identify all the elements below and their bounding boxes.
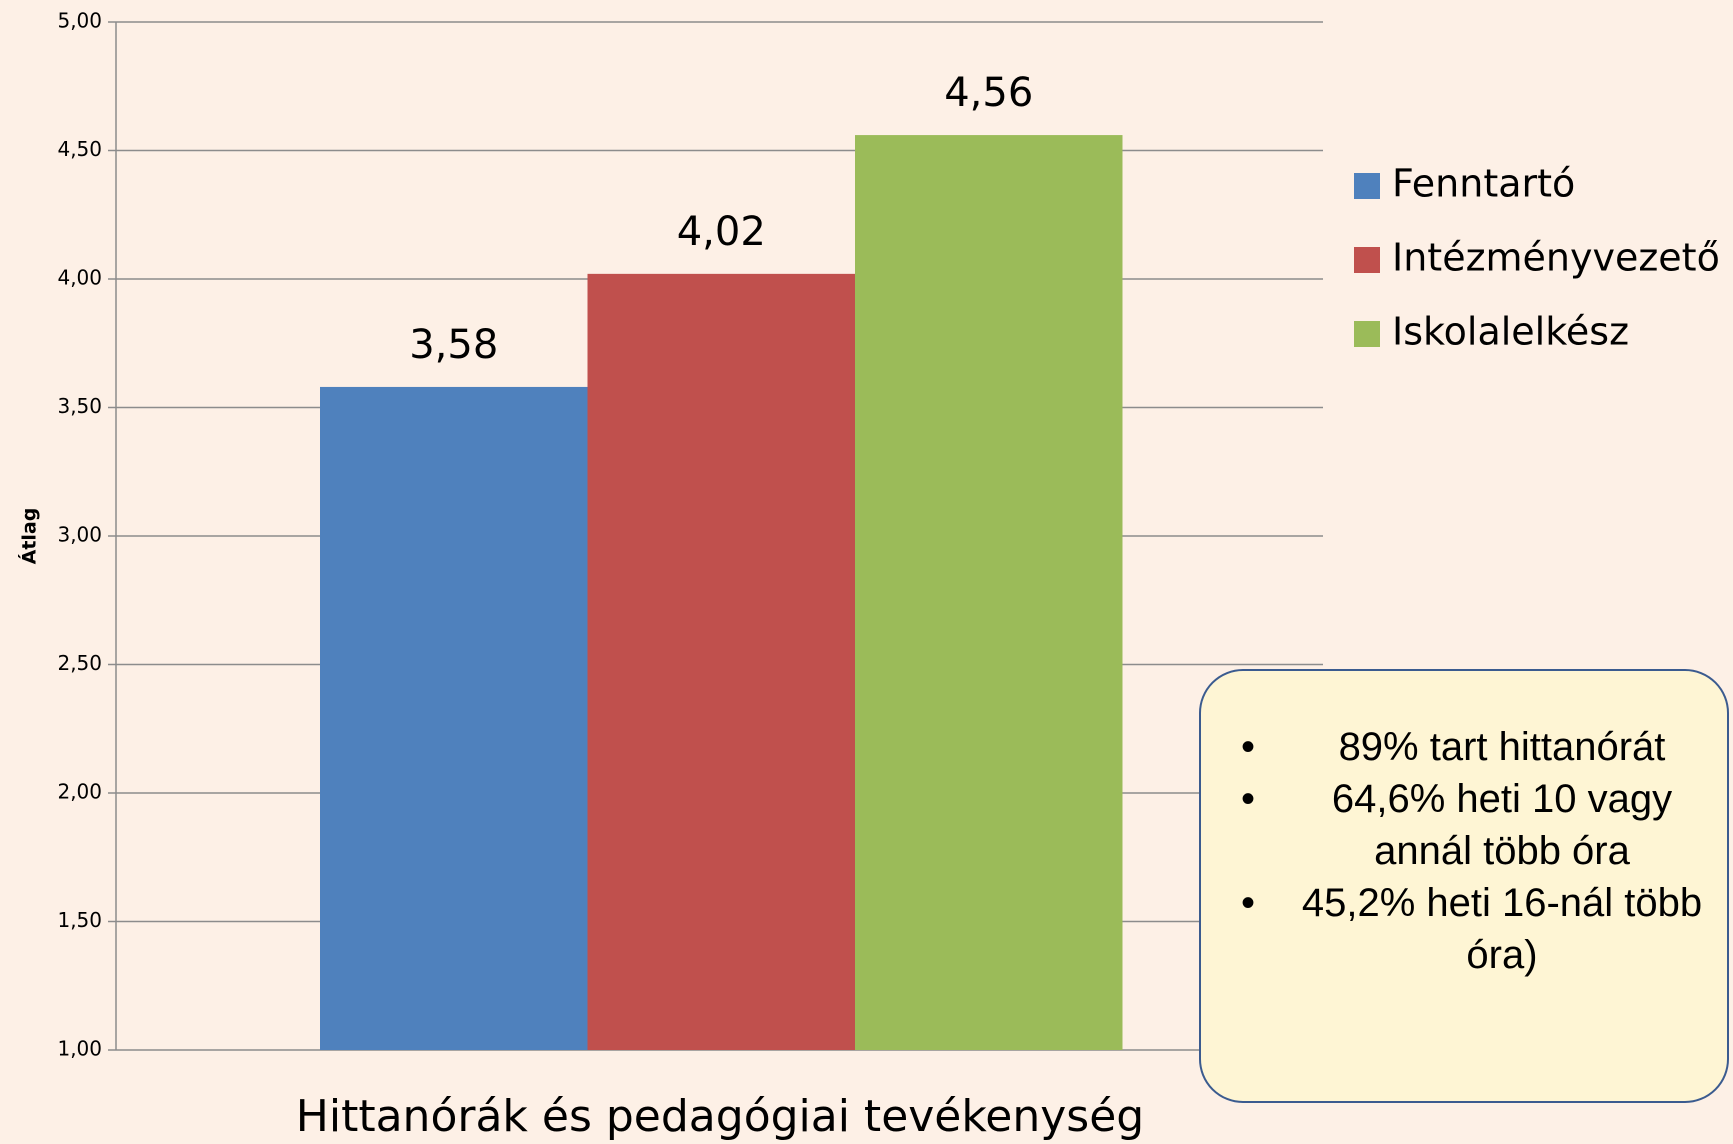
value-label: 4,56 xyxy=(944,70,1033,116)
legend-label: Iskolalelkész xyxy=(1392,310,1629,354)
y-tick-label: 1,50 xyxy=(57,908,102,932)
bar xyxy=(320,386,588,1050)
x-tick-label: Hittanórák és pedagógiai tevékenység xyxy=(296,1091,1144,1142)
y-tick-label: 4,50 xyxy=(57,137,102,161)
y-tick-label: 2,50 xyxy=(57,651,102,675)
legend-swatch xyxy=(1354,173,1380,199)
y-tick-label: 3,50 xyxy=(57,394,102,418)
y-tick-label: 1,00 xyxy=(57,1037,102,1061)
y-tick-label: 4,00 xyxy=(57,266,102,290)
annotation-item: 64,6% heti 10 vagy annál több óra xyxy=(1241,773,1713,877)
y-tick-label: 2,00 xyxy=(57,780,102,804)
annotation-item: 45,2% heti 16-nál több óra) xyxy=(1241,877,1713,981)
annotation-item: 89% tart hittanórát xyxy=(1241,721,1713,773)
legend-swatch xyxy=(1354,321,1380,347)
y-tick-label: 3,00 xyxy=(57,523,102,547)
y-tick-label: 5,00 xyxy=(57,9,102,33)
y-axis-label: Átlag xyxy=(18,508,41,565)
bar xyxy=(855,135,1123,1050)
value-label: 3,58 xyxy=(409,322,498,368)
value-label: 4,02 xyxy=(677,209,766,255)
legend-label: Intézményvezető xyxy=(1392,236,1720,280)
bar xyxy=(587,273,855,1050)
legend-label: Fenntartó xyxy=(1392,162,1575,206)
annotation-list: 89% tart hittanórát 64,6% heti 10 vagy an… xyxy=(1241,721,1713,981)
legend-swatch xyxy=(1354,247,1380,273)
annotation-text: 45,2% heti 16-nál több óra) xyxy=(1301,881,1703,977)
annotation-text: 89% tart hittanórát xyxy=(1338,725,1666,769)
annotation-box: 89% tart hittanórát 64,6% heti 10 vagy an… xyxy=(1199,669,1729,1103)
annotation-text: 64,6% heti 10 vagy annál több óra xyxy=(1331,777,1673,873)
